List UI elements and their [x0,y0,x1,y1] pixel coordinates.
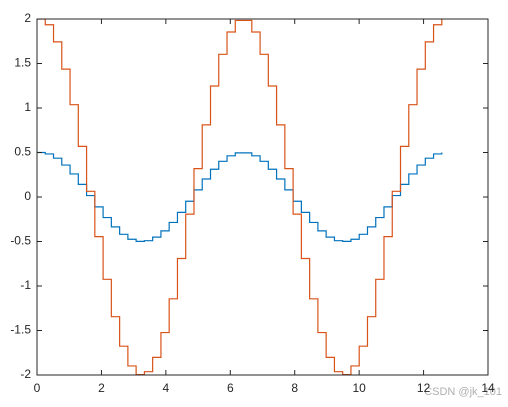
x-tick-label: 14 [481,381,495,395]
y-tick-label: 1.5 [14,56,31,70]
x-tick-label: 0 [34,381,41,395]
y-tick-label: -2 [20,367,31,381]
y-tick-label: -1.5 [10,323,31,337]
y-tick-label: -0.5 [10,234,31,248]
stairs-line [37,19,443,375]
x-tick-label: 10 [352,381,366,395]
x-tick-label: 6 [227,381,234,395]
stairs-line [37,151,443,243]
y-tick-label: 0.5 [14,145,31,159]
plot-area [37,19,443,375]
x-tick-label: 4 [163,381,170,395]
y-tick-label: 1 [24,100,31,114]
y-tick-label: -1 [20,278,31,292]
watermark: CSDN @jk_101 [424,386,502,398]
x-tick-label: 2 [98,381,105,395]
x-tick-label: 8 [291,381,298,395]
x-tick-label: 12 [417,381,431,395]
y-tick-label: 2 [24,11,31,25]
y-tick-label: 0 [24,189,31,203]
